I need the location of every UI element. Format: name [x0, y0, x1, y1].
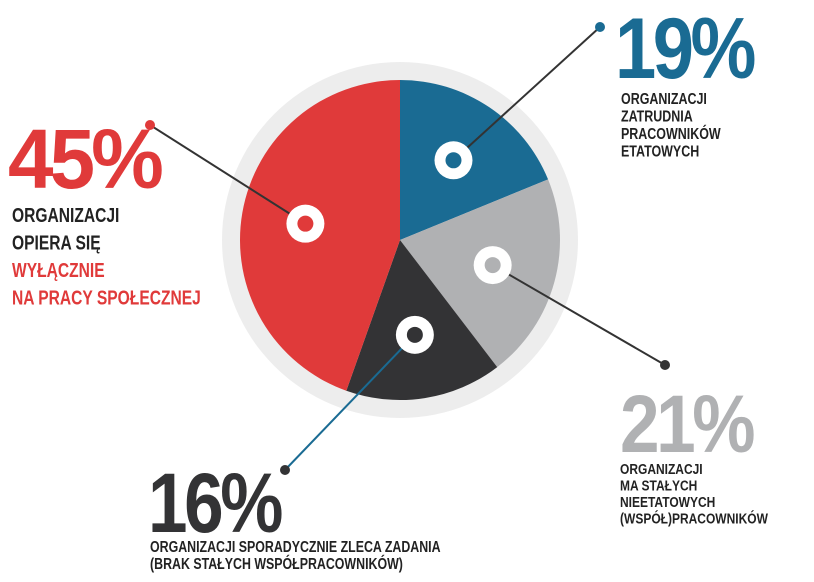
category-line: (BRAK STAŁYCH WSPÓŁPRACOWNIKÓW)	[150, 554, 403, 573]
category-line: PRACOWNIKÓW	[621, 123, 721, 143]
slice-marker-center	[445, 152, 462, 169]
category-line: ETATOWYCH	[621, 143, 699, 161]
category-line: NIEETATOWYCH	[620, 494, 715, 511]
percent-label: 45%	[8, 112, 162, 206]
leader-line	[149, 124, 306, 225]
category-label: ORGANIZACJI SPORADYCZNIE ZLECA ZADANIA(B…	[150, 538, 441, 573]
category-line: (WSPÓŁ)PRACOWNIKÓW	[620, 510, 768, 527]
category-line: ORGANIZACJI	[620, 461, 703, 478]
category-line: OPIERA SIĘ	[12, 232, 101, 254]
slice-marker-center	[297, 215, 314, 232]
category-line: ORGANIZACJI	[12, 204, 119, 226]
slice-marker-center	[484, 257, 501, 274]
percent-label: 16%	[148, 456, 282, 550]
percent-label: 19%	[615, 1, 755, 97]
category-line: ORGANIZACJI SPORADYCZNIE ZLECA ZADANIA	[150, 538, 441, 556]
percent-label: 21%	[620, 379, 754, 470]
leader-line	[284, 334, 416, 471]
leader-dot	[595, 22, 605, 32]
category-line: ORGANIZACJI	[621, 91, 707, 109]
leader-line	[492, 264, 666, 366]
pie-slice	[400, 80, 549, 240]
leader-dot	[280, 465, 290, 475]
leader-dot	[660, 360, 670, 370]
category-line: NA PRACY SPOŁECZNEJ	[12, 287, 201, 309]
category-line: ZATRUDNIA	[621, 108, 693, 126]
category-label: ORGANIZACJI OPIERA SIĘ WYŁĄCZNIE NA PRACY S…	[12, 204, 201, 309]
leader-line	[452, 26, 601, 162]
leader-dot	[145, 120, 155, 130]
category-line: MA STAŁYCH	[620, 477, 697, 494]
category-line: WYŁĄCZNIE	[12, 259, 105, 281]
slice-marker-center	[406, 326, 423, 343]
